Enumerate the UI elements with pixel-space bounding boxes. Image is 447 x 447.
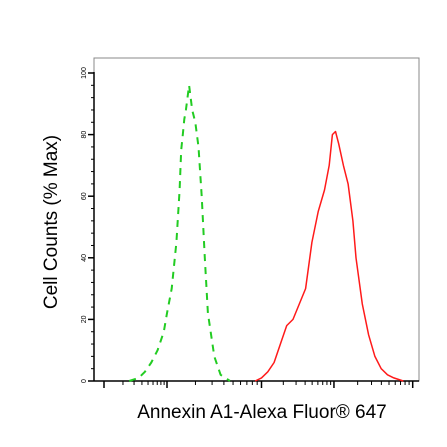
x-axis — [94, 380, 419, 388]
x-axis-title: Annexin A1-Alexa Fluor® 647 — [137, 402, 387, 423]
y-tick-label: 40 — [81, 254, 88, 262]
y-tick-label: 100 — [81, 67, 88, 79]
y-tick-label: 60 — [81, 192, 88, 200]
y-tick-label: 20 — [81, 315, 88, 323]
plot-area — [93, 57, 420, 382]
y-axis-title: Cell Counts (% Max) — [41, 135, 62, 309]
y-tick-label: 0 — [81, 379, 88, 383]
y-tick-label: 80 — [81, 131, 88, 139]
series-line-solid-red — [254, 130, 404, 382]
series-line-dashed-green — [128, 84, 231, 382]
series-layer — [128, 84, 404, 382]
y-axis: 0 20 40 60 80 100 — [81, 67, 95, 383]
